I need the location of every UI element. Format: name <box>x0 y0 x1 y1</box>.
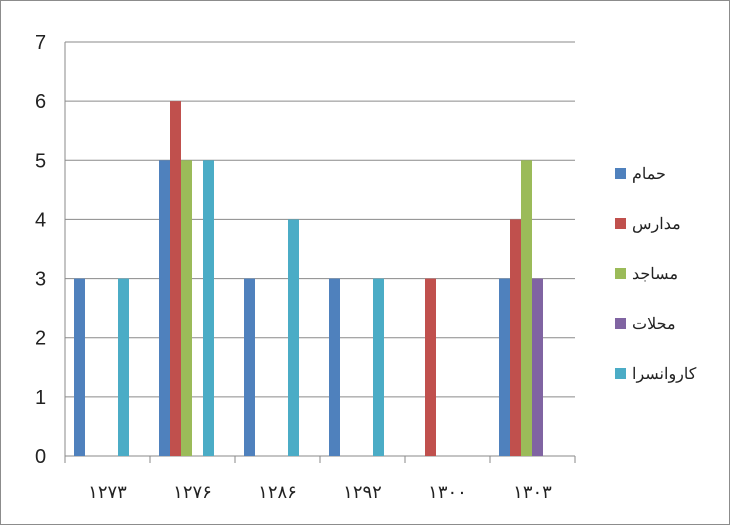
legend-swatch-karvansara <box>615 367 626 379</box>
legend-label-hammam: حمام <box>632 163 666 183</box>
legend-swatch-mahallat <box>615 317 626 329</box>
bar-1-1 <box>170 101 181 457</box>
y-tick-label-7: 7 <box>35 32 46 54</box>
legend-label-masajed: مساجد <box>632 263 679 283</box>
y-tick-label-1: 1 <box>35 387 46 409</box>
legend-swatch-masajed <box>615 267 626 279</box>
x-category-label-3: ۱۲۹۲ <box>343 482 382 503</box>
bar-0-3 <box>329 278 340 456</box>
bar-1-4 <box>425 278 436 456</box>
bar-0-0 <box>74 278 85 456</box>
legend-item-madares: مدارس <box>615 213 725 233</box>
y-tick-label-6: 6 <box>35 91 46 113</box>
legend-item-mahallat: محلات <box>615 313 725 333</box>
x-category-label-0: ۱۲۷۳ <box>88 482 127 503</box>
legend-swatch-madares <box>615 217 626 229</box>
y-tick-label-4: 4 <box>35 209 46 231</box>
bar-4-1 <box>203 160 214 457</box>
bar-0-1 <box>159 160 170 457</box>
bar-4-3 <box>373 278 384 456</box>
y-tick-label-0: 0 <box>35 446 46 468</box>
legend: حمام مدارس مساجد محلات کاروانسرا <box>615 163 725 413</box>
bar-1-5 <box>510 219 521 456</box>
bar-2-5 <box>521 160 532 457</box>
x-category-label-4: ۱۳۰۰ <box>428 482 467 503</box>
legend-item-karvansara: کاروانسرا <box>615 363 725 383</box>
legend-swatch-hammam <box>615 167 626 179</box>
y-tick-label-2: 2 <box>35 328 46 350</box>
legend-item-hammam: حمام <box>615 163 725 183</box>
legend-item-masajed: مساجد <box>615 263 725 283</box>
x-category-label-1: ۱۲۷۶ <box>173 482 212 503</box>
y-tick-label-5: 5 <box>35 150 46 172</box>
bar-3-5 <box>532 278 543 456</box>
legend-label-karvansara: کاروانسرا <box>632 363 697 383</box>
bar-4-0 <box>118 278 129 456</box>
y-tick-label-3: 3 <box>35 269 46 291</box>
bar-4-2 <box>288 219 299 456</box>
bar-2-1 <box>181 160 192 457</box>
bar-0-2 <box>244 278 255 456</box>
legend-label-mahallat: محلات <box>632 313 676 333</box>
x-category-label-2: ۱۲۸۶ <box>258 482 297 503</box>
legend-label-madares: مدارس <box>632 213 681 233</box>
x-category-label-5: ۱۳۰۳ <box>513 482 552 503</box>
bar-0-5 <box>499 278 510 456</box>
